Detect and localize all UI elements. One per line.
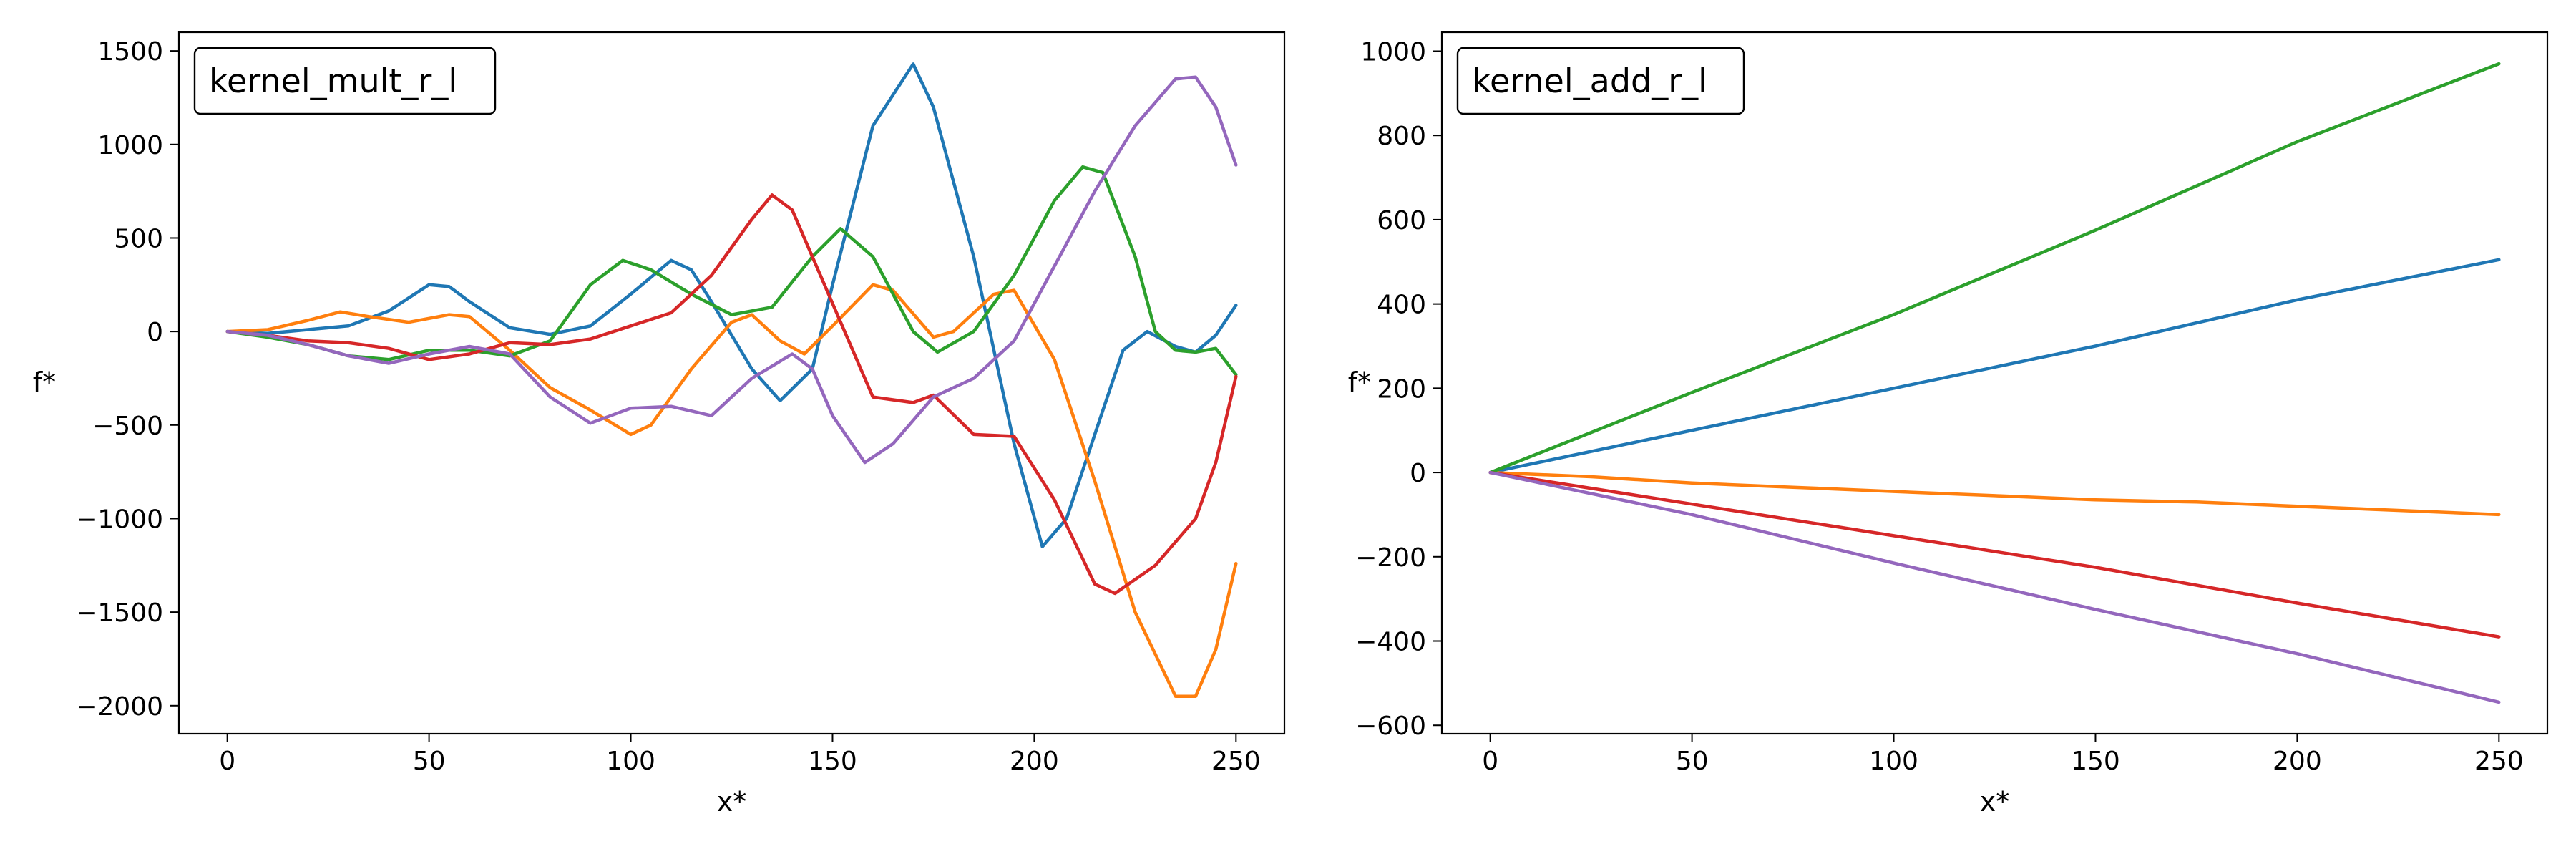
y-tick-label: −400 (1355, 628, 1426, 657)
y-tick-label: 1000 (1360, 37, 1426, 67)
y-tick-label: −500 (92, 412, 163, 441)
y-tick-label: 400 (1377, 291, 1426, 320)
series-line-1 (225, 62, 1238, 548)
y-axis-label: f* (33, 367, 56, 398)
series-line-4 (225, 193, 1238, 596)
y-tick-label: −1500 (76, 598, 163, 628)
series-line-3 (225, 165, 1238, 377)
y-tick-label: −1000 (76, 505, 163, 534)
y-tick-label: 1500 (97, 37, 163, 67)
series-line-5 (225, 75, 1238, 465)
x-axis-label: x* (1980, 786, 2010, 817)
legend-box (1456, 47, 1745, 115)
series-line-2 (225, 283, 1238, 698)
x-tick-label: 200 (2273, 747, 2322, 776)
series-line-3 (1488, 62, 2501, 475)
x-tick-label: 250 (2474, 747, 2524, 776)
legend-label: kernel_add_r_l (1472, 62, 1707, 100)
y-axis-label: f* (1348, 367, 1371, 398)
y-tick-label: 800 (1377, 122, 1426, 151)
x-axis-label: x* (717, 786, 747, 817)
series-line-5 (1488, 470, 2501, 704)
y-tick-label: 0 (147, 318, 163, 347)
legend-box (193, 47, 497, 115)
y-tick-label: −200 (1355, 543, 1426, 573)
x-tick-label: 0 (1482, 747, 1498, 776)
x-tick-label: 250 (1211, 747, 1261, 776)
series-line-1 (1488, 258, 2501, 475)
x-tick-label: 50 (413, 747, 446, 776)
legend-label: kernel_mult_r_l (209, 62, 457, 100)
y-tick-label: 0 (1410, 459, 1426, 488)
y-tick-label: 500 (114, 224, 163, 253)
y-tick-label: 200 (1377, 374, 1426, 404)
x-tick-label: 50 (1676, 747, 1709, 776)
axes-frame (177, 31, 1286, 735)
chart-panel-right: 0 50 100 150 200 250 −600 −400 −200 0 200 400 600 800… (1348, 31, 2549, 817)
x-tick-label: 100 (606, 747, 655, 776)
y-tick-label: 1000 (97, 131, 163, 160)
x-tick-label: 150 (2071, 747, 2120, 776)
axes-frame (1440, 31, 2549, 735)
y-tick-label: 600 (1377, 206, 1426, 236)
chart-panel-left: 0 50 100 150 200 250 −2000 −1500 −1000 −500 0 500 10… (33, 31, 1286, 817)
series-line-4 (1488, 470, 2501, 639)
x-tick-label: 0 (219, 747, 235, 776)
x-tick-label: 100 (1869, 747, 1918, 776)
y-tick-label: −2000 (76, 692, 163, 722)
x-tick-label: 150 (808, 747, 857, 776)
series-line-2 (1488, 470, 2501, 517)
y-tick-label: −600 (1355, 712, 1426, 741)
x-tick-label: 200 (1010, 747, 1059, 776)
